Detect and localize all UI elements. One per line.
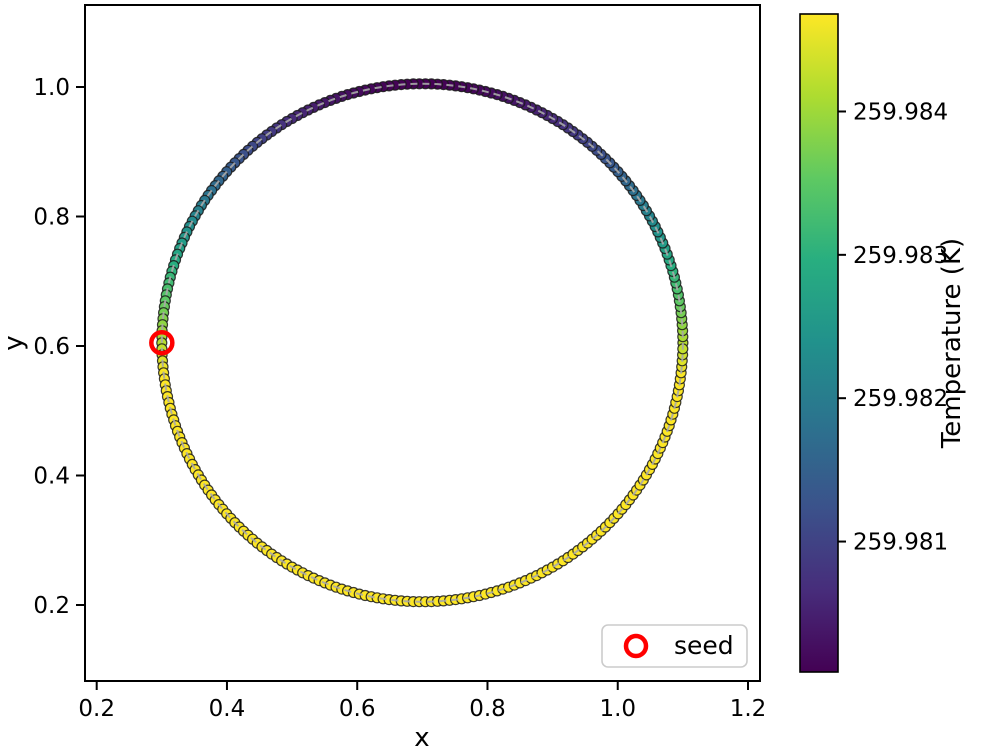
legend-seed-marker-icon [623,633,649,659]
colorbar-tick-label: 259.984 [853,99,948,125]
plot-area [84,4,761,682]
colorbar-label: Temperature (K) [937,238,967,449]
x-tick-label: 1.2 [730,696,767,722]
legend: seed [601,624,748,668]
colorbar-ticks: 259.984 259.983 259.982 259.981 [838,99,948,556]
colorbar-tick-label: 259.983 [853,243,948,269]
y-tick-label: 0.8 [33,205,70,231]
y-tick-label: 0.6 [33,334,70,360]
x-tick-label: 0.4 [209,696,246,722]
colorbar-tick-label: 259.982 [853,386,948,412]
x-tick-label: 1.0 [599,696,636,722]
axes-frame [84,4,761,682]
legend-label: seed [674,631,734,660]
y-tick-label: 0.4 [33,464,70,490]
y-axis: 0.2 0.4 0.6 0.8 1.0 [33,75,85,619]
y-tick-label: 0.2 [33,593,70,619]
x-axis: 0.2 0.4 0.6 0.8 1.0 1.2 [78,681,766,722]
seed-marker-icon [149,330,175,356]
y-axis-label: y [0,335,29,350]
colorbar-tick-label: 259.981 [853,530,948,556]
colorbar-bar [799,13,839,673]
x-axis-label: x [414,723,429,753]
x-tick-label: 0.2 [78,696,115,722]
dashed-circle-line [160,82,684,603]
plot-background [85,5,760,681]
x-tick-label: 0.6 [339,696,376,722]
x-tick-label: 0.8 [469,696,506,722]
y-tick-label: 1.0 [33,75,70,101]
colorbar: 259.984 259.983 259.982 259.981 Temperature… [799,13,967,673]
